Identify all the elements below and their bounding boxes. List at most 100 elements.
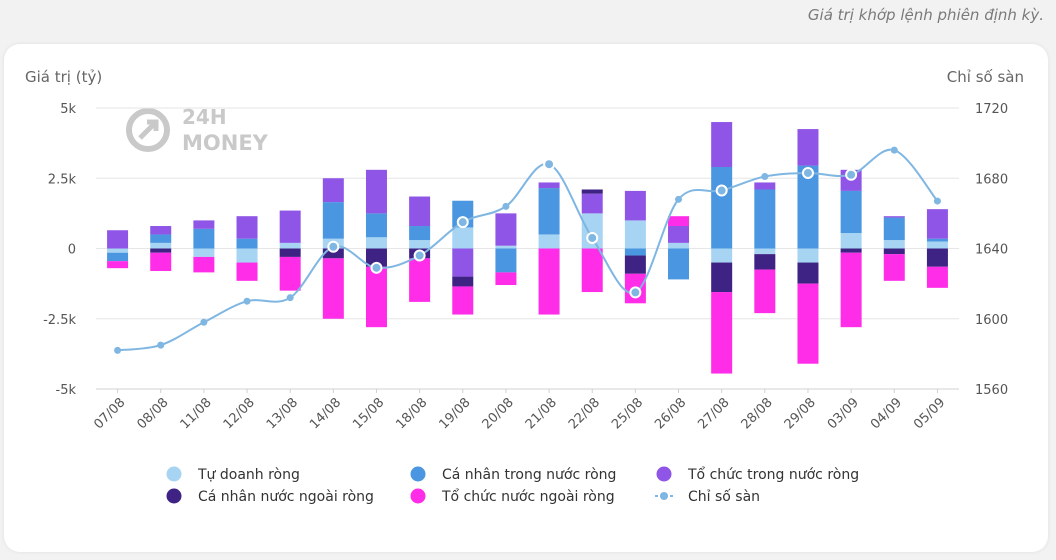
right-tick-label: 1560	[975, 383, 1008, 398]
legend: Tự doanh ròng Cá nhân trong nước ròng Tổ c…	[166, 466, 859, 505]
bar-segment	[150, 242, 172, 249]
index-point-highlight	[543, 158, 556, 171]
right-tick-label: 1720	[975, 102, 1008, 117]
legend-label: Chỉ số sàn	[688, 488, 760, 505]
x-tick-label: 04/09	[868, 395, 905, 432]
bar-segment	[926, 241, 948, 249]
bar-segment	[840, 252, 862, 328]
index-point-highlight	[629, 286, 642, 299]
legend-label: Cá nhân nước ngoài ròng	[198, 489, 374, 505]
bar-segment	[279, 256, 301, 291]
bar-segment	[150, 252, 172, 271]
bar-segment	[409, 226, 431, 241]
x-tick-label: 05/09	[911, 395, 948, 432]
right-tick-label: 1680	[975, 172, 1008, 187]
bar-segment	[624, 255, 646, 274]
chart-card	[4, 44, 1048, 552]
bar-segment	[581, 189, 603, 194]
index-point	[761, 172, 769, 180]
bar-segment	[754, 254, 776, 270]
bar-segment	[624, 220, 646, 249]
logo-ring-icon	[126, 108, 170, 152]
index-point-highlight	[456, 216, 469, 229]
bars	[107, 122, 948, 374]
bar-segment	[495, 245, 517, 249]
bar-segment	[409, 240, 431, 249]
legend-label: Tổ chức nước ngoài ròng	[441, 488, 615, 505]
x-tick-label: 03/09	[825, 395, 862, 432]
bar-segment	[797, 129, 819, 166]
header-note: Giá trị khớp lệnh phiên định kỳ.	[807, 6, 1044, 24]
bar-segment	[668, 248, 690, 280]
left-axis-title: Giá trị (tỷ)	[25, 68, 102, 86]
index-point	[114, 346, 122, 354]
bar-segment	[495, 272, 517, 286]
bar-segment	[322, 202, 344, 239]
left-tick-label: -2.5k	[43, 313, 76, 328]
x-tick-label: 14/08	[307, 395, 344, 432]
bar-segment	[624, 248, 646, 256]
bar-segment	[711, 292, 733, 374]
bar-segment	[495, 248, 517, 273]
logo-watermark: 24H MONEY	[126, 105, 269, 155]
legend-marker	[410, 466, 426, 482]
bar-segment	[581, 248, 603, 293]
index-point	[157, 341, 165, 349]
bar-segment	[538, 188, 560, 235]
bar-segment	[495, 213, 517, 246]
bar-segment	[107, 230, 129, 249]
right-axis-title: Chỉ số sàn	[947, 68, 1024, 86]
index-line	[114, 146, 941, 354]
left-tick-label: 2.5k	[48, 172, 77, 187]
bar-segment	[452, 286, 474, 315]
index-point-highlight	[715, 184, 728, 197]
bar-segment	[452, 276, 474, 287]
bar-segment	[668, 216, 690, 227]
bar-segment	[926, 248, 948, 267]
bar-segment	[668, 226, 690, 243]
bar-segment	[365, 266, 387, 328]
x-tick-label: 20/08	[480, 395, 517, 432]
bar-segment	[711, 248, 733, 263]
bar-segment	[754, 269, 776, 314]
x-tick-label: 12/08	[221, 395, 258, 432]
bar-segment	[840, 190, 862, 234]
bar-segment	[711, 167, 733, 249]
left-tick-label: 5k	[60, 102, 76, 117]
bar-segment	[236, 238, 258, 249]
bar-segment	[193, 228, 215, 249]
right-tick-label: 1640	[975, 243, 1008, 258]
logo-arrow-icon	[138, 119, 159, 140]
bar-segment	[236, 216, 258, 239]
bar-segment	[668, 242, 690, 249]
x-tick-label: 25/08	[609, 395, 646, 432]
bar-segment	[926, 266, 948, 288]
left-tick-label: 0	[68, 243, 76, 258]
bar-segment	[797, 248, 819, 263]
x-tick-label: 22/08	[566, 395, 603, 432]
x-tick-label: 28/08	[739, 395, 776, 432]
legend-marker	[656, 466, 672, 482]
x-tick-label: 18/08	[393, 395, 430, 432]
x-tick-label: 13/08	[264, 395, 301, 432]
bar-segment	[883, 217, 905, 241]
axes: 5k 1720 2.5k 1680 0 1640 -2.5k 1600 -5k 1560 Giá t…	[25, 68, 1024, 432]
bar-segment	[754, 182, 776, 190]
x-tick-label: 26/08	[652, 395, 689, 432]
index-point	[890, 146, 898, 154]
index-point	[502, 202, 510, 210]
left-tick-label: -5k	[56, 383, 77, 398]
bar-segment	[150, 248, 172, 253]
index-point-highlight	[801, 166, 814, 179]
bar-segment	[797, 262, 819, 284]
index-point	[243, 297, 251, 305]
legend-label: Tổ chức trong nước ròng	[687, 466, 859, 483]
bar-segment	[883, 254, 905, 281]
bar-segment	[193, 248, 215, 257]
bar-segment	[883, 216, 905, 218]
logo-line2: MONEY	[182, 131, 269, 155]
bar-segment	[883, 248, 905, 255]
bar-segment	[926, 209, 948, 239]
x-tick-label: 08/08	[134, 395, 171, 432]
